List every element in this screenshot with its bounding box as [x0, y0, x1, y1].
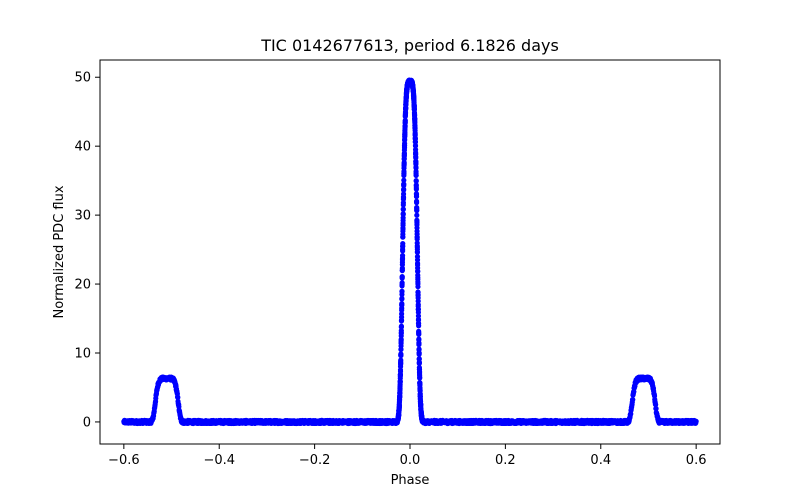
data-point [415, 309, 421, 315]
data-point [413, 178, 419, 184]
x-tick-label: −0.4 [203, 453, 235, 468]
data-point [414, 200, 420, 206]
data-point [400, 194, 407, 201]
data-point [414, 236, 420, 242]
data-point [399, 280, 405, 286]
data-point [413, 193, 420, 200]
data-point [401, 177, 407, 183]
x-tick-label: 0.2 [495, 453, 516, 468]
data-point [414, 208, 420, 214]
data-point [402, 118, 408, 124]
data-point [416, 341, 422, 347]
data-point [398, 357, 404, 363]
y-tick-label: 20 [74, 278, 91, 293]
x-tick-label: 0.6 [686, 453, 707, 468]
data-point [401, 160, 407, 167]
x-tick-label: 0.0 [400, 453, 421, 468]
data-point [401, 142, 408, 148]
data-point [400, 191, 407, 197]
data-point [417, 374, 423, 380]
data-point [416, 331, 422, 337]
data-point [398, 351, 404, 358]
data-point [415, 316, 422, 322]
data-point [175, 394, 181, 401]
data-point [416, 323, 422, 329]
data-point [397, 368, 404, 375]
data-point [414, 249, 421, 256]
x-tick-label: −0.6 [108, 453, 140, 468]
data-point [398, 343, 404, 349]
data-point [412, 147, 419, 153]
x-axis: −0.6 −0.4 −0.2 0.0 0.2 0.4 0.6 [108, 444, 706, 468]
x-axis-label: Phase [391, 473, 430, 488]
data-point [399, 288, 405, 295]
data-point [400, 211, 406, 217]
data-point [693, 418, 699, 424]
chart-title: TIC 0142677613, period 6.1826 days [260, 36, 559, 55]
data-point [400, 206, 406, 212]
data-point [414, 212, 420, 218]
data-point [416, 369, 423, 375]
data-point [413, 186, 419, 192]
data-point [653, 402, 659, 408]
data-point [415, 298, 421, 304]
data-point [399, 301, 405, 307]
data-point [416, 346, 422, 352]
y-axis-label: Normalized PDC flux [52, 185, 67, 318]
data-point [399, 253, 406, 259]
y-tick-label: 0 [83, 415, 91, 430]
data-point [415, 284, 421, 290]
data-point [416, 336, 422, 342]
data-point [414, 260, 421, 266]
data-point [401, 181, 407, 187]
data-point [419, 414, 425, 421]
y-tick-label: 40 [74, 140, 91, 155]
data-point [412, 143, 419, 149]
data-point [412, 130, 418, 136]
y-tick-label: 10 [74, 346, 91, 361]
data-point [630, 396, 636, 403]
data-point [399, 311, 405, 317]
data-point [400, 226, 406, 232]
data-point [413, 168, 419, 175]
data-point [415, 274, 421, 281]
y-tick-label: 50 [74, 71, 91, 86]
data-point [401, 151, 407, 157]
data-point [398, 323, 405, 329]
x-tick-label: 0.4 [590, 453, 611, 468]
data-point [416, 359, 422, 365]
y-tick-label: 30 [74, 209, 91, 224]
data-point [396, 402, 403, 408]
data-point [653, 405, 659, 412]
data-point [413, 172, 419, 178]
data-point [399, 274, 405, 280]
data-point [401, 186, 407, 192]
data-point [399, 295, 405, 302]
data-point [400, 222, 406, 228]
data-point [399, 265, 405, 271]
y-axis: 0 10 20 30 40 50 [74, 71, 100, 430]
data-point [416, 350, 422, 356]
x-tick-label: −0.2 [299, 453, 331, 468]
data-point [400, 240, 406, 247]
data-points [121, 77, 699, 427]
data-point [417, 381, 423, 387]
